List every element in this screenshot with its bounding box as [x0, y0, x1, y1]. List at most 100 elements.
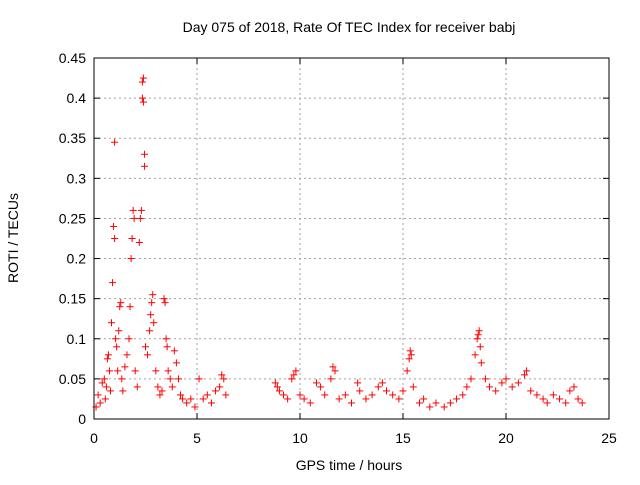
- data-point: [574, 395, 582, 403]
- data-point: [111, 138, 119, 146]
- y-tick-label: 0.3: [67, 170, 87, 186]
- data-point: [168, 383, 176, 391]
- data-point: [148, 299, 156, 307]
- data-point: [527, 387, 535, 395]
- data-point: [280, 391, 288, 399]
- data-point: [331, 367, 339, 375]
- plot-frame: [93, 57, 610, 420]
- data-point: [463, 383, 471, 391]
- data-point: [415, 399, 423, 407]
- data-point: [578, 399, 586, 407]
- data-point: [312, 379, 320, 387]
- data-point: [199, 395, 207, 403]
- data-point: [459, 391, 467, 399]
- data-point: [543, 399, 551, 407]
- data-point: [106, 387, 114, 395]
- data-point: [96, 399, 104, 407]
- data-point: [105, 367, 113, 375]
- y-tick-label: 0.05: [59, 371, 86, 387]
- data-point: [284, 395, 292, 403]
- x-tick-label: 25: [601, 430, 617, 446]
- data-point: [523, 367, 531, 375]
- data-point: [356, 387, 364, 395]
- data-point: [212, 387, 220, 395]
- data-point: [341, 391, 349, 399]
- y-tick-label: 0: [78, 411, 86, 427]
- data-point: [556, 395, 564, 403]
- data-point: [395, 395, 403, 403]
- data-point: [362, 395, 370, 403]
- data-point: [474, 331, 482, 339]
- grid-layer: [94, 58, 609, 419]
- data-point: [521, 371, 529, 379]
- data-point: [273, 383, 281, 391]
- data-point: [348, 399, 355, 407]
- data-point: [136, 214, 144, 222]
- data-point: [108, 319, 116, 327]
- data-point: [300, 395, 308, 403]
- data-point: [368, 391, 376, 399]
- data-point: [133, 383, 141, 391]
- data-point: [475, 327, 483, 335]
- data-point: [144, 351, 152, 359]
- data-point: [477, 359, 485, 367]
- data-point: [100, 375, 108, 383]
- data-point: [114, 367, 122, 375]
- data-point: [121, 363, 129, 371]
- data-point: [502, 375, 510, 383]
- data-point: [220, 375, 228, 383]
- data-point: [409, 383, 417, 391]
- data-point: [514, 379, 522, 387]
- data-point: [335, 395, 343, 403]
- data-point: [222, 391, 230, 399]
- data-point: [113, 343, 121, 351]
- data-point: [146, 327, 154, 335]
- data-point: [296, 391, 304, 399]
- data-point: [127, 255, 135, 263]
- data-point: [138, 78, 146, 86]
- data-point: [216, 383, 224, 391]
- y-tick-label: 0.25: [59, 210, 86, 226]
- data-point: [126, 303, 134, 311]
- data-point: [94, 391, 102, 399]
- data-point: [150, 319, 158, 327]
- data-point: [440, 403, 448, 411]
- data-point: [271, 379, 279, 387]
- data-point: [130, 214, 138, 222]
- data-point: [486, 383, 494, 391]
- data-point: [138, 94, 146, 102]
- data-point: [389, 391, 397, 399]
- data-point: [405, 355, 413, 363]
- y-tick-label: 0.35: [59, 130, 86, 146]
- data-point: [111, 235, 119, 242]
- data-point: [471, 351, 479, 359]
- y-tick-label: 0.1: [67, 331, 87, 347]
- data-point: [98, 379, 106, 387]
- data-point: [476, 343, 484, 351]
- data-point: [158, 387, 166, 395]
- data-point: [135, 239, 143, 247]
- data-point: [508, 383, 516, 391]
- data-point: [290, 371, 298, 379]
- data-point: [432, 399, 440, 407]
- data-point: [374, 383, 382, 391]
- data-point: [125, 335, 133, 343]
- y-tick-label: 0.2: [67, 251, 87, 267]
- data-point: [112, 335, 120, 343]
- data-point: [539, 395, 547, 403]
- data-point: [403, 367, 411, 375]
- data-point: [104, 351, 112, 359]
- data-point: [191, 403, 199, 411]
- data-point: [207, 399, 215, 407]
- data-point: [160, 295, 168, 303]
- data-point: [218, 371, 226, 379]
- data-point: [549, 391, 557, 399]
- data-point: [118, 375, 126, 383]
- data-point: [102, 383, 110, 391]
- data-point: [399, 387, 407, 395]
- data-point: [119, 387, 127, 395]
- axis-ticks: 0 0.05 0.1 0.15 0.2 0.25 0.3 0.35 0.4 0.45 0 5 10 15 2…: [59, 50, 617, 446]
- data-point: [139, 74, 147, 82]
- data-point: [321, 391, 329, 399]
- data-point: [161, 299, 169, 307]
